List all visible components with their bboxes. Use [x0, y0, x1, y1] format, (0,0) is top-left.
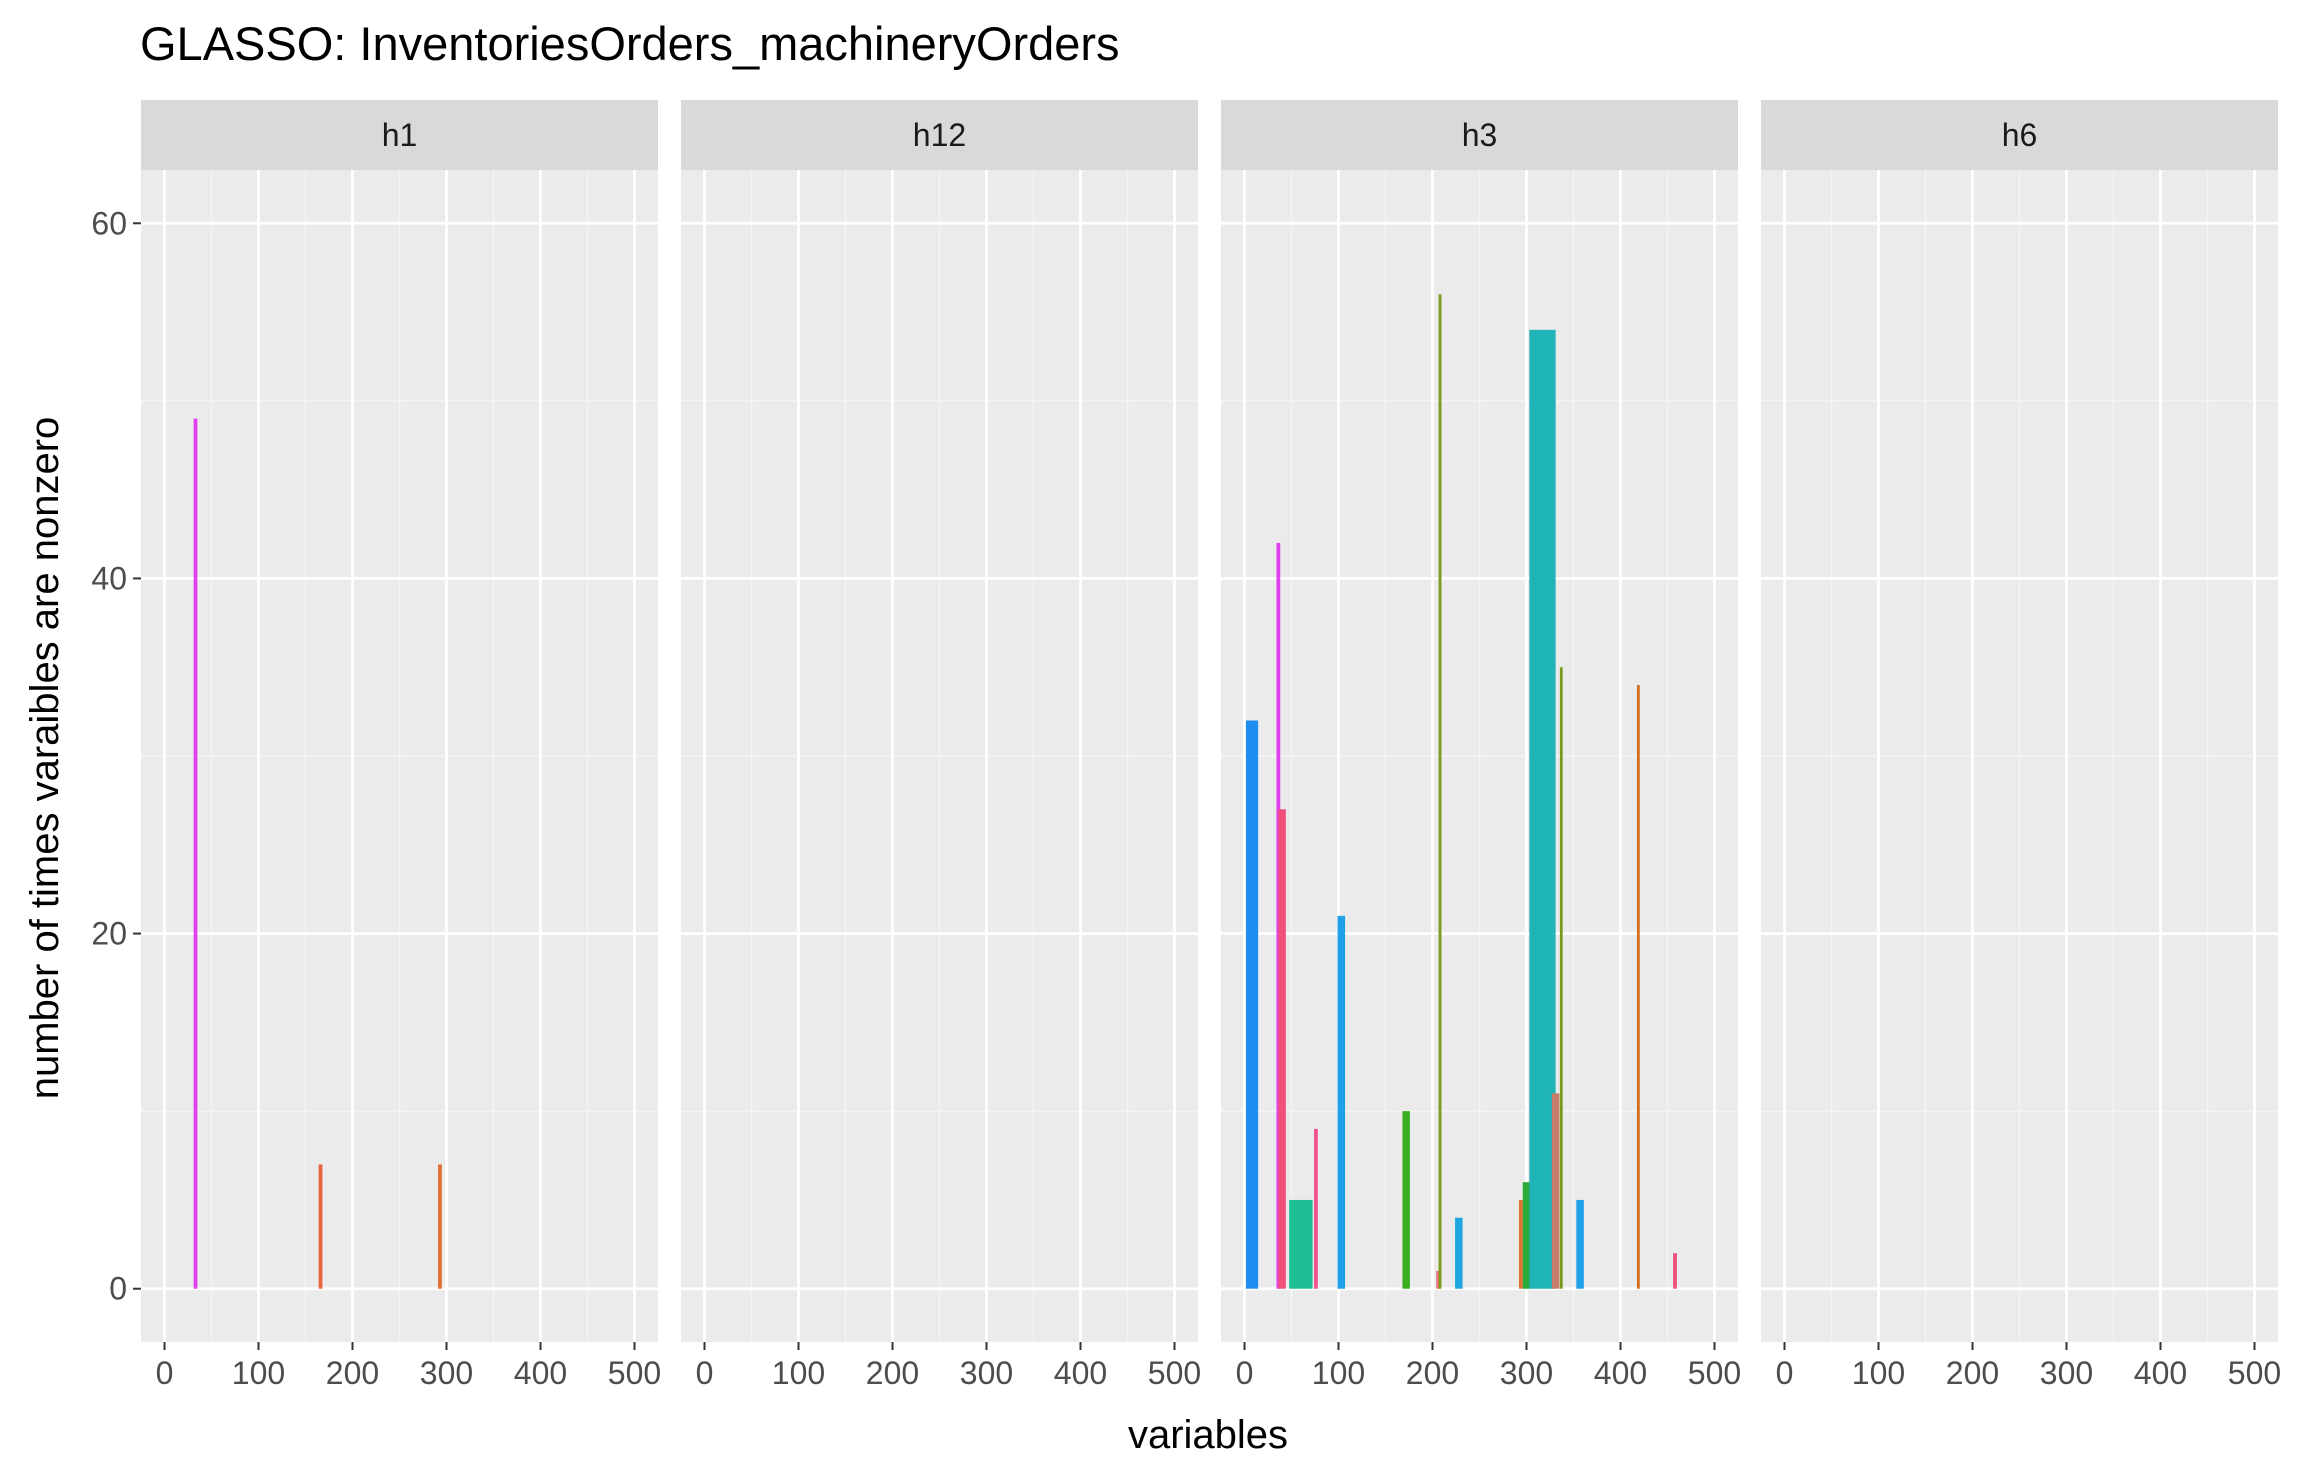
x-tick-label: 200 [866, 1355, 919, 1391]
bar [318, 1164, 323, 1289]
bar [1576, 1199, 1584, 1289]
facet-strip [141, 100, 658, 170]
facet-strip-label: h3 [1462, 117, 1498, 153]
bar [1518, 1199, 1523, 1289]
facet-strip-label: h12 [913, 117, 966, 153]
x-tick-label: 400 [1594, 1355, 1647, 1391]
bar [438, 1164, 442, 1289]
bar [1402, 1111, 1410, 1289]
bar [1436, 1270, 1441, 1289]
x-tick-label: 0 [1236, 1355, 1254, 1391]
y-axis: 0 20 40 60 [91, 205, 141, 1307]
bar [1673, 1253, 1677, 1289]
x-tick-label: 200 [326, 1355, 379, 1391]
x-tick-label: 0 [156, 1355, 174, 1391]
bar [1551, 1093, 1560, 1289]
x-tick-label: 200 [1946, 1355, 1999, 1391]
y-tick-label: 40 [91, 560, 127, 596]
x-tick-label: 500 [1688, 1355, 1741, 1391]
bar [1289, 1199, 1313, 1289]
y-tick-label: 20 [91, 916, 127, 952]
bar [1314, 1128, 1318, 1289]
facet-strip-label: h1 [382, 117, 418, 153]
bar [1559, 667, 1563, 1289]
y-tick-label: 60 [91, 205, 127, 241]
bar [1529, 329, 1556, 1289]
x-tick-label: 0 [696, 1355, 714, 1391]
x-tick-label: 500 [2228, 1355, 2281, 1391]
x-tick-label: 300 [960, 1355, 1013, 1391]
x-tick-label: 500 [608, 1355, 661, 1391]
facet-h3: h3 0 100 200 300 400 500 [1221, 100, 1741, 1391]
facet-h1: h1 0 100 200 300 400 500 [141, 100, 661, 1391]
bar [1245, 720, 1259, 1289]
facet-strip-label: h6 [2002, 117, 2038, 153]
facet-h12: h12 0 100 200 300 400 500 [681, 100, 1201, 1391]
x-tick-label: 100 [1852, 1355, 1905, 1391]
x-tick-label: 400 [2134, 1355, 2187, 1391]
x-tick-label: 100 [772, 1355, 825, 1391]
y-axis-title: number of times varaibles are nonzero [23, 417, 67, 1100]
bar [1337, 915, 1346, 1289]
x-tick-label: 500 [1148, 1355, 1201, 1391]
x-tick-label: 300 [2040, 1355, 2093, 1391]
x-tick-label: 200 [1406, 1355, 1459, 1391]
x-tick-label: 100 [232, 1355, 285, 1391]
facet-strip [1221, 100, 1738, 170]
x-tick-label: 400 [514, 1355, 567, 1391]
bar [193, 418, 198, 1289]
bar [1636, 684, 1640, 1289]
bar [1522, 1182, 1531, 1289]
facet-h6: h6 0 100 200 300 400 500 [1761, 100, 2281, 1391]
bar [1438, 294, 1442, 1289]
x-tick-label: 100 [1312, 1355, 1365, 1391]
y-tick-label: 0 [109, 1271, 127, 1307]
bar [1278, 809, 1286, 1289]
facet-strip [681, 100, 1198, 170]
x-tick-label: 300 [420, 1355, 473, 1391]
x-tick-label: 0 [1776, 1355, 1794, 1391]
facet-strip [1761, 100, 2278, 170]
bar [1455, 1217, 1463, 1289]
chart-title: GLASSO: InventoriesOrders_machineryOrder… [140, 17, 1120, 70]
facet-panels: h1 0 100 200 300 400 500 h12 0 100 200 300 400 500 h3 0… [141, 100, 2281, 1391]
x-tick-label: 400 [1054, 1355, 1107, 1391]
x-axis-title: variables [1128, 1413, 1288, 1457]
x-tick-label: 300 [1500, 1355, 1553, 1391]
